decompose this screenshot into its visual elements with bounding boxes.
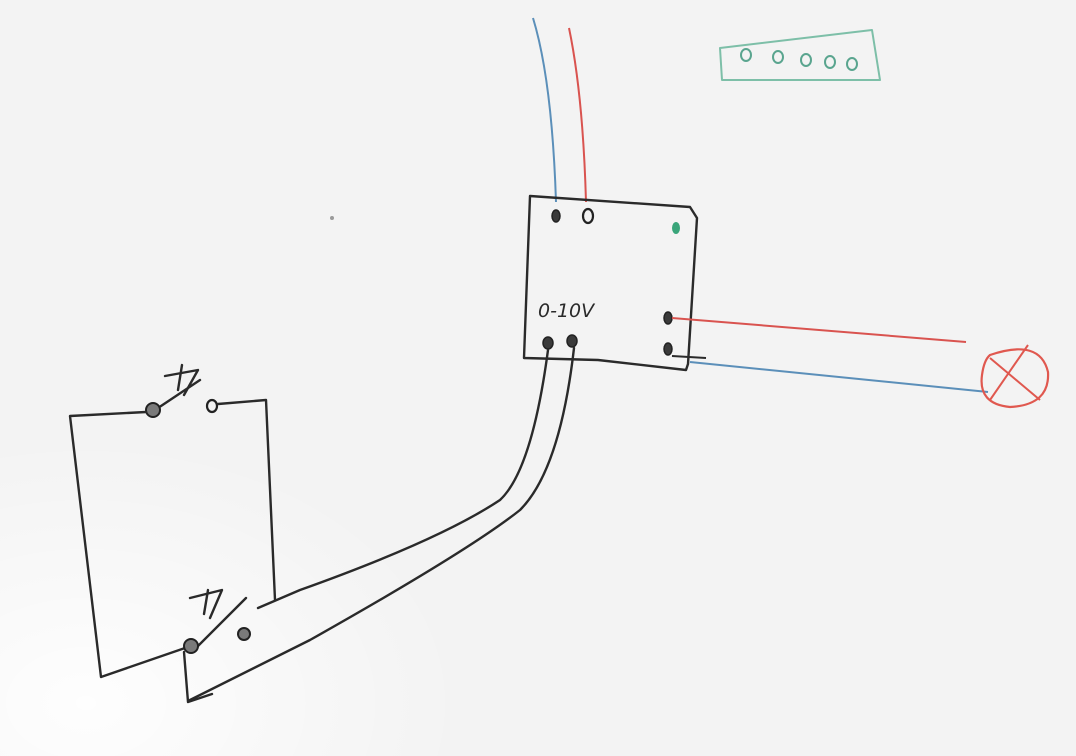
upper-switch-terminal-2	[205, 398, 219, 414]
control-wire-1	[256, 348, 550, 610]
lower-switch-lead	[182, 650, 214, 704]
module-input-terminal-1	[542, 336, 554, 350]
lamp-neutral-stub	[671, 355, 707, 359]
control-wire-2	[188, 346, 576, 702]
module-terminal-n	[551, 209, 561, 223]
module-output-terminal-1	[663, 311, 673, 325]
mains-neutral-wire	[532, 17, 557, 203]
lamp-neutral-wire	[689, 361, 989, 393]
lower-switch	[182, 588, 251, 704]
switch-loop-right	[216, 398, 277, 602]
dimmer-module: 0-10V	[522, 194, 699, 372]
marker-speck	[330, 216, 334, 220]
module-input-terminal-2	[566, 334, 578, 348]
lamp-live-wire	[671, 317, 967, 343]
lamp-symbol	[980, 344, 1050, 409]
lower-switch-terminal-2	[237, 627, 251, 641]
switch-loop-left	[68, 410, 187, 679]
lower-switch-terminal-1	[183, 638, 199, 654]
module-indicator-led	[672, 222, 680, 234]
upper-switch	[145, 363, 219, 418]
terminal-strip	[719, 29, 881, 81]
upper-switch-terminal-1	[145, 402, 161, 418]
module-terminal-l	[581, 207, 595, 225]
mains-live-wire	[568, 27, 587, 203]
module-output-terminal-2	[663, 342, 673, 356]
module-label: 0-10V	[538, 300, 596, 322]
